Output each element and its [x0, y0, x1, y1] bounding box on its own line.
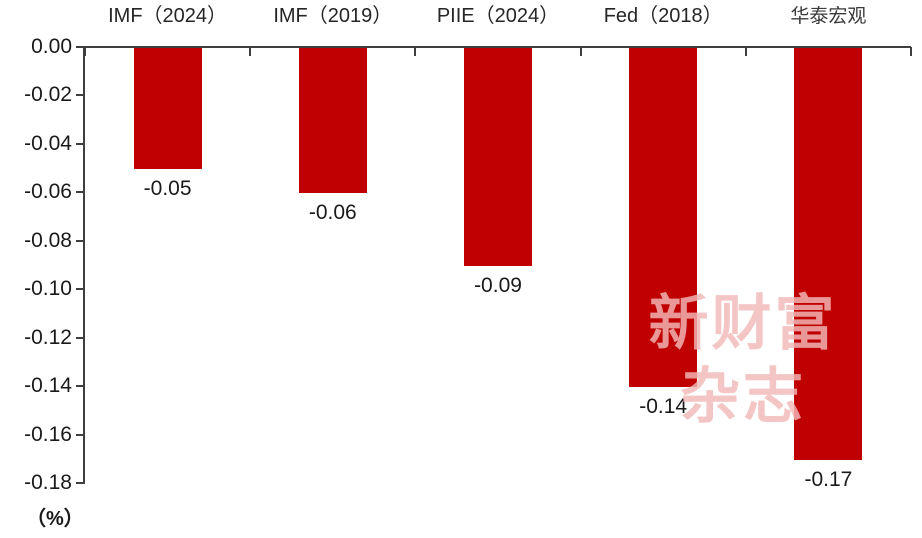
- category-label: IMF（2024）: [108, 5, 228, 27]
- y-tick-label: -0.16: [24, 422, 72, 446]
- bar: [298, 48, 367, 194]
- bar-value-label: -0.17: [804, 467, 853, 491]
- x-tick-mark: [744, 47, 747, 56]
- y-tick-label: -0.08: [24, 228, 72, 252]
- y-tick-mark: [76, 94, 85, 97]
- y-tick-mark: [76, 482, 85, 484]
- y-tick-mark: [76, 191, 85, 194]
- x-tick-mark: [579, 47, 582, 56]
- category-label: IMF（2019）: [273, 5, 393, 27]
- y-tick-mark: [76, 239, 85, 242]
- x-tick-mark: [84, 47, 86, 56]
- category-label: Fed（2018）: [603, 5, 723, 27]
- bar: [464, 48, 532, 266]
- y-tick-mark: [76, 46, 85, 48]
- y-tick-label: -0.04: [24, 131, 72, 155]
- x-tick-mark: [910, 47, 912, 56]
- y-tick-mark: [76, 336, 85, 339]
- bar: [794, 48, 863, 460]
- bar: [629, 48, 698, 388]
- y-tick-mark: [76, 385, 85, 388]
- y-tick-label: -0.10: [24, 277, 72, 301]
- bar-value-label: -0.14: [639, 395, 688, 419]
- bar-value-label: -0.09: [474, 274, 522, 297]
- y-tick-label: -0.14: [24, 374, 72, 398]
- y-tick-mark: [76, 288, 85, 291]
- bar-value-label: -0.06: [308, 201, 357, 225]
- y-tick-label: -0.12: [24, 325, 72, 349]
- x-tick-mark: [249, 47, 252, 56]
- y-tick-label: -0.18: [24, 471, 72, 494]
- x-axis-line: [78, 46, 911, 48]
- y-tick-mark: [76, 142, 85, 145]
- y-tick-label: 0.00: [31, 35, 72, 58]
- y-tick-label: -0.06: [24, 180, 72, 204]
- bar: [133, 48, 202, 170]
- y-axis-line: [83, 46, 85, 484]
- y-tick-mark: [76, 433, 85, 436]
- category-label: PIIE（2024）: [436, 5, 560, 27]
- category-label: 华泰宏观: [790, 5, 867, 27]
- y-axis-unit-label: （%）: [26, 508, 84, 530]
- bar-value-label: -0.05: [143, 177, 192, 201]
- y-tick-label: -0.02: [24, 83, 72, 107]
- x-tick-mark: [414, 47, 417, 56]
